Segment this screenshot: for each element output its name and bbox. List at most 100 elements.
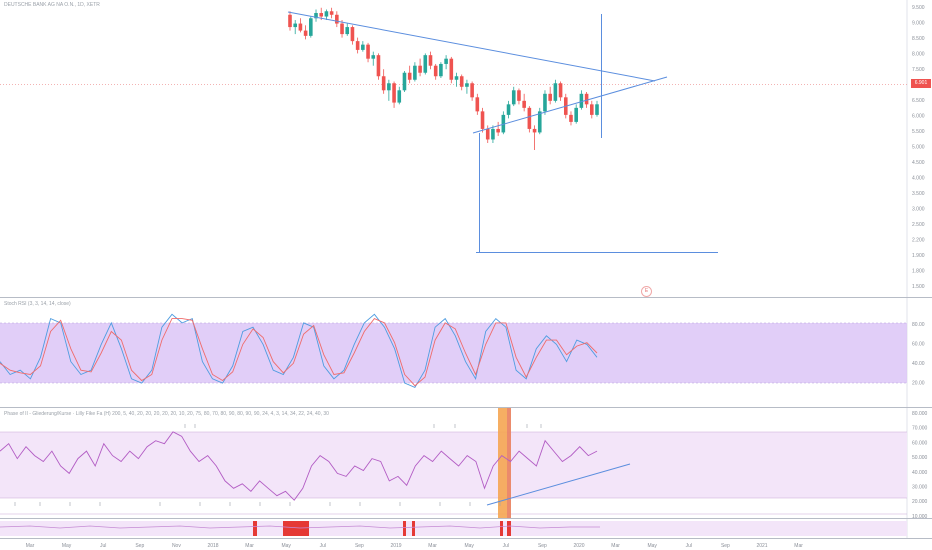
candle-body	[288, 14, 292, 28]
candle-body	[459, 76, 464, 87]
candle-body	[491, 128, 495, 140]
stoch-axis-label: 20.00	[912, 381, 925, 387]
candle-body	[579, 93, 584, 108]
candle-body	[558, 83, 563, 98]
pmi-axis-label: 70.000	[912, 426, 928, 432]
candle-body	[387, 83, 391, 91]
pmi-title: Phase of II - Gliederung/Kurse · Lilly F…	[4, 411, 329, 417]
candle-body	[433, 65, 438, 77]
time-axis-label: Mar	[611, 543, 620, 549]
pmi-axis-label: 50.000	[912, 455, 928, 461]
candle-body	[361, 44, 365, 50]
time-axis-label: Mar	[245, 543, 254, 549]
candle-body	[423, 55, 428, 73]
time-axis-label: Jul	[686, 543, 692, 549]
stoch-k-line	[0, 313, 598, 388]
candle-body	[335, 14, 339, 24]
time-axis-label: Sep	[721, 543, 730, 549]
pmi-axis-label: 60.000	[912, 440, 928, 446]
pmi-line	[0, 431, 598, 501]
candle-body	[298, 23, 303, 31]
symbol-title: DEUTSCHE BANK AG NA O.N., 1D, XETR	[4, 2, 100, 8]
candle-body	[465, 83, 469, 87]
pmi-axis-label: 10.000	[912, 514, 928, 520]
price-axis-label: 1.500	[912, 284, 925, 290]
price-axis-label: 9.500	[912, 5, 925, 11]
stoch-axis-label: 80.00	[912, 322, 925, 328]
price-axis-label: 5.000	[912, 145, 925, 151]
candle-body	[595, 104, 599, 115]
stoch-axis-label: 40.00	[912, 361, 925, 367]
price-axis-label: 4.000	[912, 176, 925, 182]
price-axis-label: 4.500	[912, 160, 925, 166]
pmi-axis: 80.000 70.000 60.000 50.000 40.000 30.000 20.0…	[912, 411, 928, 520]
stoch-axis: 80.00 60.00 40.00 20.00	[912, 322, 925, 387]
time-axis: Mar May Jul Sep Nov 2018 Mar May Jul Sep 2019 Mar Ma…	[26, 543, 804, 549]
price-axis-label: 7.500	[912, 67, 925, 73]
alert-bar	[283, 521, 309, 536]
candle-body	[496, 128, 500, 133]
alert-bar	[507, 521, 511, 536]
price-axis: 9.5009.0008.5008.0007.5007.0006.5006.000…	[912, 5, 925, 290]
time-axis-label: Jul	[100, 543, 106, 549]
alert-strip-line	[0, 525, 600, 529]
price-axis-label: 8.000	[912, 52, 925, 58]
stoch-axis-label: 60.00	[912, 342, 925, 348]
upper-trendline[interactable]	[287, 11, 656, 82]
time-axis-label: Sep	[538, 543, 547, 549]
time-axis-label: Jul	[320, 543, 326, 549]
stoch-d-line	[0, 318, 598, 387]
candle-body	[553, 83, 558, 101]
pmi-band	[0, 432, 907, 498]
time-axis-label: 2019	[390, 543, 401, 549]
time-axis-label: Mar	[794, 543, 803, 549]
candle-body	[329, 11, 334, 15]
pmi-trendline[interactable]	[486, 463, 631, 506]
candle-body	[574, 107, 578, 122]
price-axis-label: 2.200	[912, 238, 925, 244]
candle-body	[413, 65, 417, 80]
price-axis-label: 6.500	[912, 98, 925, 104]
candle-body	[584, 93, 589, 105]
earnings-event-icon[interactable]: E	[641, 286, 652, 297]
time-axis-label: Sep	[355, 543, 364, 549]
stoch-lines-layer	[0, 313, 598, 388]
time-axis-label: 2020	[573, 543, 584, 549]
candle-body	[480, 111, 485, 129]
candle-body	[319, 13, 324, 17]
candle-body	[532, 128, 537, 133]
candle-body	[303, 30, 308, 36]
candle-body	[449, 58, 454, 80]
time-axis-label: May	[62, 543, 72, 549]
pmi-tick-marks	[14, 424, 542, 506]
time-axis-label: 2021	[756, 543, 767, 549]
pmi-axis-label: 40.000	[912, 470, 928, 476]
pmi-axis-label: 20.000	[912, 499, 928, 505]
alert-bar	[253, 521, 257, 536]
last-price-tag: 6.901	[911, 79, 931, 88]
candle-body	[366, 44, 370, 59]
price-axis-label: 9.000	[912, 21, 925, 27]
price-axis-label: 2.500	[912, 222, 925, 228]
candle-body	[485, 128, 490, 140]
candle-body	[314, 13, 318, 19]
time-axis-label: Sep	[135, 543, 144, 549]
candle-body	[293, 23, 298, 28]
candle-body	[371, 55, 376, 59]
candle-body	[569, 114, 573, 122]
time-axis-label: 2018	[207, 543, 218, 549]
candle-body	[501, 114, 506, 133]
time-axis-label: May	[281, 543, 291, 549]
candle-body	[397, 90, 402, 103]
candle-body	[511, 90, 516, 105]
candle-body	[324, 11, 329, 17]
time-axis-label: May	[647, 543, 657, 549]
lower-trendline[interactable]	[472, 76, 668, 134]
candle-body	[392, 83, 396, 103]
candle-body	[527, 107, 532, 129]
time-axis-label: Jul	[503, 543, 509, 549]
candle-body	[428, 55, 433, 66]
price-axis-label: 1.900	[912, 253, 925, 259]
candle-body	[506, 104, 511, 115]
